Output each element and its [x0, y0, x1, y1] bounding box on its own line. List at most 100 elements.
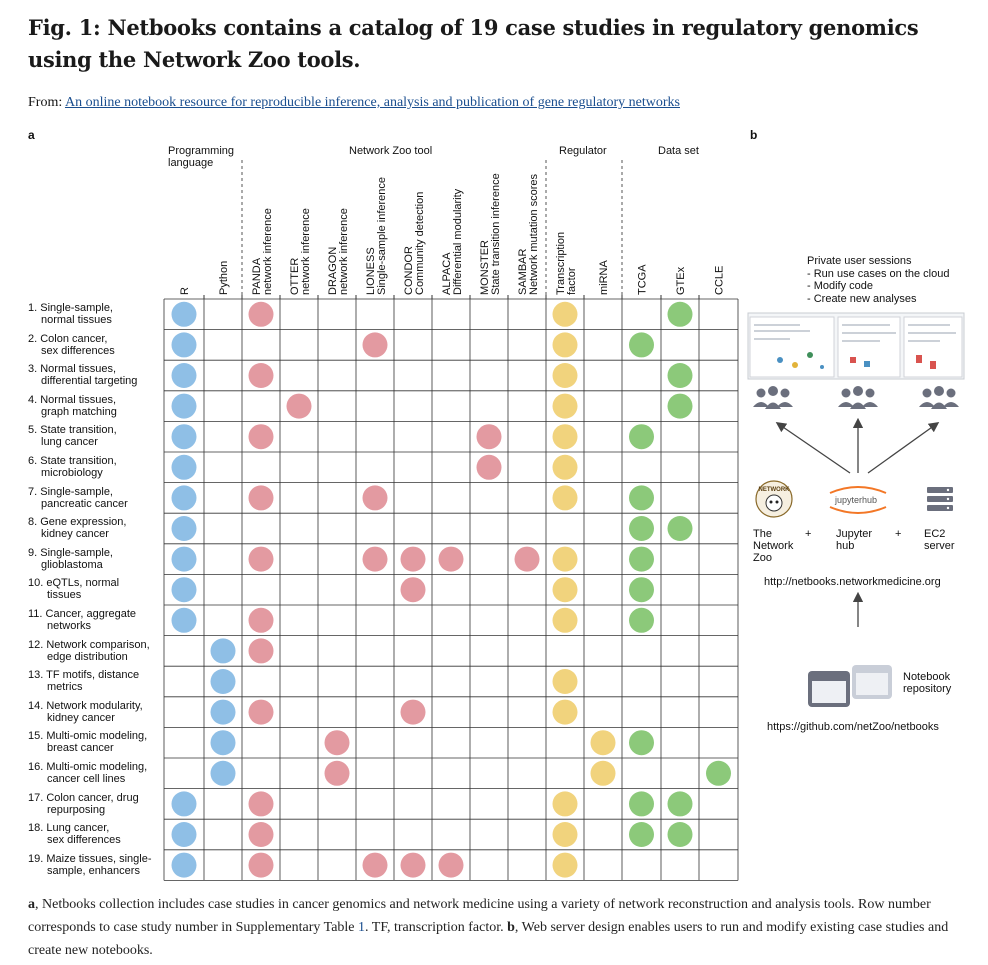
matrix-dot — [629, 577, 654, 603]
matrix-dot — [362, 546, 388, 572]
column-header-4: DRAGON network inference — [327, 208, 350, 295]
row-label: 18. Lung cancer, sex differences — [28, 822, 160, 846]
article-link[interactable]: An online notebook resource for reproduc… — [64, 95, 680, 110]
column-header-text: State transition inference — [490, 173, 502, 295]
matrix-dot — [552, 607, 578, 633]
matrix-dot — [667, 301, 693, 327]
column-header-text: GTEx — [675, 266, 687, 295]
column-header-text: LIONESS — [365, 247, 377, 295]
row-label-line-1: 11. Cancer, aggregate — [28, 608, 137, 620]
row-label: 13. TF motifs, distance metrics — [28, 669, 160, 693]
column-header-6: CONDOR Community detection — [403, 192, 426, 295]
matrix-dot — [400, 546, 426, 572]
row-label-line-1: 16. Multi-omic modeling, — [28, 761, 148, 773]
matrix-dot — [171, 301, 197, 327]
matrix-dot — [171, 822, 197, 847]
netbooks-url: http://netbooks.networkmedicine.org — [764, 576, 941, 588]
row-label: 3. Normal tissues, differential targeting — [28, 363, 160, 387]
row-label: 12. Network comparison, edge distribution — [28, 639, 160, 663]
matrix-dot — [552, 669, 578, 694]
row-label-line-1: 5. State transition, — [28, 424, 117, 437]
row-label: 2. Colon cancer, sex differences — [28, 333, 160, 357]
users-icon-1 — [753, 386, 793, 409]
row-label-line-1: 3. Normal tissues, — [28, 363, 117, 376]
row-label-line-2: lung cancer — [41, 436, 98, 449]
jupyterhub-logo-text: jupyterhub — [834, 495, 877, 505]
matrix-dot — [438, 546, 464, 572]
row-label-line-2: graph matching — [41, 405, 117, 418]
matrix-dot — [210, 669, 236, 694]
matrix-dot — [667, 822, 693, 847]
matrix-dot — [171, 852, 197, 878]
matrix-dot — [171, 577, 197, 603]
matrix-dot — [552, 363, 578, 388]
network-zoo-label: The Network Zoo — [753, 528, 794, 564]
matrix-dot — [476, 454, 502, 480]
row-label: 4. Normal tissues, graph matching — [28, 394, 160, 418]
row-label: 8. Gene expression, kidney cancer — [28, 516, 160, 540]
column-header-8: MONSTER State transition inference — [479, 173, 502, 295]
matrix-dot — [552, 791, 578, 817]
matrix-dot — [248, 699, 274, 725]
matrix-dot — [552, 852, 578, 878]
matrix-dot — [667, 516, 693, 541]
row-label-line-1: 15. Multi-omic modeling, — [28, 730, 148, 743]
sessions-title: Private user sessions — [807, 255, 912, 267]
row-label-line-1: 7. Single-sample, — [28, 485, 113, 498]
row-label-line-2: glioblastoma — [41, 558, 103, 571]
supplementary-table-link[interactable]: 1 — [358, 920, 366, 935]
column-header-text: CONDOR — [403, 246, 415, 295]
matrix-dot — [629, 516, 654, 541]
sessions-item-3: - Create new analyses — [807, 293, 917, 305]
caption-a-text: , Netbooks collection includes case stud… — [28, 897, 931, 935]
matrix-dot — [667, 393, 693, 419]
matrix-dot — [629, 424, 654, 450]
matrix-dot — [400, 577, 426, 603]
github-url: https://github.com/netZoo/netbooks — [767, 721, 939, 733]
matrix-dot — [171, 791, 197, 817]
column-header-text: MONSTER — [479, 240, 491, 295]
column-header-14: CCLE — [714, 266, 726, 295]
matrix-dot — [362, 332, 388, 358]
caption-mid-text: . TF, transcription factor. — [365, 920, 508, 935]
matrix-dot — [667, 791, 693, 817]
row-label-line-1: 10. eQTLs, normal — [28, 577, 120, 590]
row-label-line-2: microbiology — [41, 467, 103, 479]
row-label: 9. Single-sample, glioblastoma — [28, 547, 160, 571]
matrix-dot — [171, 546, 197, 572]
matrix-dot — [362, 852, 388, 878]
matrix-dot — [552, 485, 578, 511]
screenshots-strip — [747, 312, 965, 380]
caption-a-label: a — [28, 897, 35, 912]
column-header-text: Network mutation scores — [528, 173, 540, 295]
row-label-line-1: 12. Network comparison, — [28, 638, 150, 651]
server-icon — [927, 487, 953, 511]
group-data-set: Data set — [658, 145, 699, 157]
matrix-dot — [362, 485, 388, 511]
matrix-dot — [286, 393, 312, 419]
user-group-icons — [753, 386, 959, 409]
matrix-dot — [210, 638, 236, 664]
figure-caption: a, Netbooks collection includes case stu… — [28, 893, 963, 962]
caption-b-label: b — [507, 920, 515, 935]
matrix-dot — [706, 760, 731, 786]
column-header-text: ALPACA — [441, 252, 453, 295]
row-label-line-1: 9. Single-sample, — [28, 546, 113, 559]
matrix-dot — [438, 852, 464, 878]
users-icon-2 — [838, 386, 878, 409]
row-label-line-1: 19. Maize tissues, single- — [28, 852, 152, 865]
matrix-dot — [210, 730, 236, 756]
group-programming-language: Programming language — [168, 145, 235, 169]
matrix-dot — [552, 424, 578, 450]
column-header-9: SAMBAR Network mutation scores — [517, 173, 540, 295]
column-header-text: Community detection — [414, 192, 426, 295]
matrix-dot — [590, 730, 616, 756]
sessions-item-2: - Modify code — [807, 280, 874, 292]
column-header-2: PANDA network inference — [251, 208, 274, 295]
matrix-dot — [552, 822, 578, 847]
matrix-dot — [248, 791, 274, 817]
matrix-dot — [629, 791, 654, 817]
column-header-text: factor — [566, 267, 578, 295]
panel-b-label: b — [750, 128, 758, 142]
row-label: 5. State transition, lung cancer — [28, 424, 160, 448]
